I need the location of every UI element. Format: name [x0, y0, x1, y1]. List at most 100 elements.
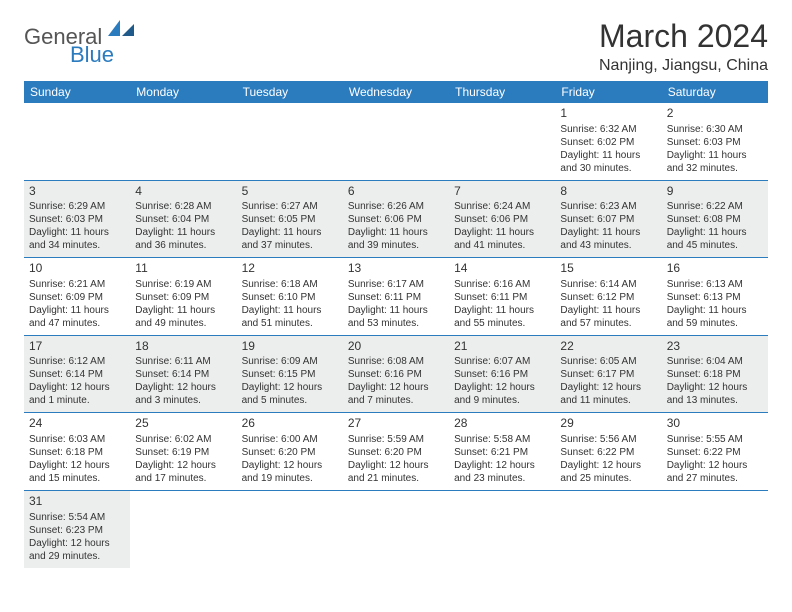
day-sunset: Sunset: 6:20 PM	[348, 446, 444, 459]
day-daylight: Daylight: 11 hours and 53 minutes.	[348, 304, 444, 330]
day-sunrise: Sunrise: 6:26 AM	[348, 200, 444, 213]
empty-cell	[449, 490, 555, 567]
day-sunrise: Sunrise: 6:22 AM	[667, 200, 763, 213]
day-daylight: Daylight: 11 hours and 47 minutes.	[29, 304, 125, 330]
day-sunset: Sunset: 6:17 PM	[560, 368, 656, 381]
day-sunrise: Sunrise: 6:07 AM	[454, 355, 550, 368]
day-number: 27	[348, 416, 444, 432]
day-number: 22	[560, 339, 656, 355]
day-cell: 20Sunrise: 6:08 AMSunset: 6:16 PMDayligh…	[343, 335, 449, 413]
day-daylight: Daylight: 11 hours and 30 minutes.	[560, 149, 656, 175]
empty-cell	[237, 103, 343, 180]
day-number: 26	[242, 416, 338, 432]
day-number: 14	[454, 261, 550, 277]
day-sunrise: Sunrise: 6:02 AM	[135, 433, 231, 446]
day-daylight: Daylight: 11 hours and 49 minutes.	[135, 304, 231, 330]
day-sunset: Sunset: 6:08 PM	[667, 213, 763, 226]
day-sunrise: Sunrise: 6:28 AM	[135, 200, 231, 213]
day-cell: 27Sunrise: 5:59 AMSunset: 6:20 PMDayligh…	[343, 413, 449, 491]
day-sunrise: Sunrise: 6:08 AM	[348, 355, 444, 368]
day-cell: 9Sunrise: 6:22 AMSunset: 6:08 PMDaylight…	[662, 180, 768, 258]
day-daylight: Daylight: 11 hours and 36 minutes.	[135, 226, 231, 252]
weekday-header: Saturday	[662, 81, 768, 103]
day-sunset: Sunset: 6:16 PM	[454, 368, 550, 381]
day-sunset: Sunset: 6:11 PM	[348, 291, 444, 304]
day-daylight: Daylight: 12 hours and 27 minutes.	[667, 459, 763, 485]
day-sunrise: Sunrise: 6:27 AM	[242, 200, 338, 213]
day-sunrise: Sunrise: 6:13 AM	[667, 278, 763, 291]
day-sunset: Sunset: 6:06 PM	[348, 213, 444, 226]
logo-sail-icon	[106, 18, 136, 38]
day-cell: 24Sunrise: 6:03 AMSunset: 6:18 PMDayligh…	[24, 413, 130, 491]
day-cell: 16Sunrise: 6:13 AMSunset: 6:13 PMDayligh…	[662, 258, 768, 336]
day-daylight: Daylight: 11 hours and 51 minutes.	[242, 304, 338, 330]
day-daylight: Daylight: 12 hours and 3 minutes.	[135, 381, 231, 407]
day-sunset: Sunset: 6:10 PM	[242, 291, 338, 304]
day-daylight: Daylight: 12 hours and 23 minutes.	[454, 459, 550, 485]
day-sunrise: Sunrise: 6:16 AM	[454, 278, 550, 291]
weekday-header: Friday	[555, 81, 661, 103]
day-daylight: Daylight: 11 hours and 32 minutes.	[667, 149, 763, 175]
day-sunset: Sunset: 6:19 PM	[135, 446, 231, 459]
empty-cell	[343, 490, 449, 567]
day-sunset: Sunset: 6:18 PM	[29, 446, 125, 459]
day-cell: 10Sunrise: 6:21 AMSunset: 6:09 PMDayligh…	[24, 258, 130, 336]
day-daylight: Daylight: 12 hours and 15 minutes.	[29, 459, 125, 485]
day-cell: 14Sunrise: 6:16 AMSunset: 6:11 PMDayligh…	[449, 258, 555, 336]
title-block: March 2024 Nanjing, Jiangsu, China	[599, 18, 768, 75]
day-cell: 18Sunrise: 6:11 AMSunset: 6:14 PMDayligh…	[130, 335, 236, 413]
day-number: 25	[135, 416, 231, 432]
day-sunset: Sunset: 6:09 PM	[29, 291, 125, 304]
day-cell: 5Sunrise: 6:27 AMSunset: 6:05 PMDaylight…	[237, 180, 343, 258]
day-daylight: Daylight: 12 hours and 21 minutes.	[348, 459, 444, 485]
day-number: 24	[29, 416, 125, 432]
day-sunset: Sunset: 6:11 PM	[454, 291, 550, 304]
day-number: 4	[135, 184, 231, 200]
day-cell: 6Sunrise: 6:26 AMSunset: 6:06 PMDaylight…	[343, 180, 449, 258]
day-sunrise: Sunrise: 5:55 AM	[667, 433, 763, 446]
day-cell: 7Sunrise: 6:24 AMSunset: 6:06 PMDaylight…	[449, 180, 555, 258]
day-sunset: Sunset: 6:05 PM	[242, 213, 338, 226]
header: GeneralBlue March 2024 Nanjing, Jiangsu,…	[24, 18, 768, 75]
month-title: March 2024	[599, 18, 768, 55]
day-cell: 25Sunrise: 6:02 AMSunset: 6:19 PMDayligh…	[130, 413, 236, 491]
day-sunset: Sunset: 6:22 PM	[560, 446, 656, 459]
day-sunrise: Sunrise: 6:19 AM	[135, 278, 231, 291]
day-cell: 15Sunrise: 6:14 AMSunset: 6:12 PMDayligh…	[555, 258, 661, 336]
day-daylight: Daylight: 12 hours and 25 minutes.	[560, 459, 656, 485]
day-sunrise: Sunrise: 6:24 AM	[454, 200, 550, 213]
day-sunset: Sunset: 6:06 PM	[454, 213, 550, 226]
logo: GeneralBlue	[24, 18, 136, 68]
day-cell: 3Sunrise: 6:29 AMSunset: 6:03 PMDaylight…	[24, 180, 130, 258]
empty-cell	[24, 103, 130, 180]
day-number: 12	[242, 261, 338, 277]
day-cell: 22Sunrise: 6:05 AMSunset: 6:17 PMDayligh…	[555, 335, 661, 413]
day-sunset: Sunset: 6:12 PM	[560, 291, 656, 304]
day-cell: 30Sunrise: 5:55 AMSunset: 6:22 PMDayligh…	[662, 413, 768, 491]
day-sunrise: Sunrise: 6:04 AM	[667, 355, 763, 368]
day-sunrise: Sunrise: 6:12 AM	[29, 355, 125, 368]
empty-cell	[555, 490, 661, 567]
day-number: 8	[560, 184, 656, 200]
day-sunset: Sunset: 6:20 PM	[242, 446, 338, 459]
day-sunset: Sunset: 6:03 PM	[29, 213, 125, 226]
calendar-row: 17Sunrise: 6:12 AMSunset: 6:14 PMDayligh…	[24, 335, 768, 413]
day-daylight: Daylight: 12 hours and 7 minutes.	[348, 381, 444, 407]
day-number: 13	[348, 261, 444, 277]
day-number: 16	[667, 261, 763, 277]
day-cell: 31Sunrise: 5:54 AMSunset: 6:23 PMDayligh…	[24, 490, 130, 567]
day-daylight: Daylight: 12 hours and 9 minutes.	[454, 381, 550, 407]
day-cell: 26Sunrise: 6:00 AMSunset: 6:20 PMDayligh…	[237, 413, 343, 491]
day-number: 30	[667, 416, 763, 432]
day-sunset: Sunset: 6:14 PM	[135, 368, 231, 381]
empty-cell	[130, 490, 236, 567]
day-sunrise: Sunrise: 6:23 AM	[560, 200, 656, 213]
weekday-header: Sunday	[24, 81, 130, 103]
empty-cell	[449, 103, 555, 180]
calendar-row: 24Sunrise: 6:03 AMSunset: 6:18 PMDayligh…	[24, 413, 768, 491]
day-sunset: Sunset: 6:03 PM	[667, 136, 763, 149]
weekday-header: Wednesday	[343, 81, 449, 103]
day-cell: 1Sunrise: 6:32 AMSunset: 6:02 PMDaylight…	[555, 103, 661, 180]
day-number: 31	[29, 494, 125, 510]
day-number: 6	[348, 184, 444, 200]
